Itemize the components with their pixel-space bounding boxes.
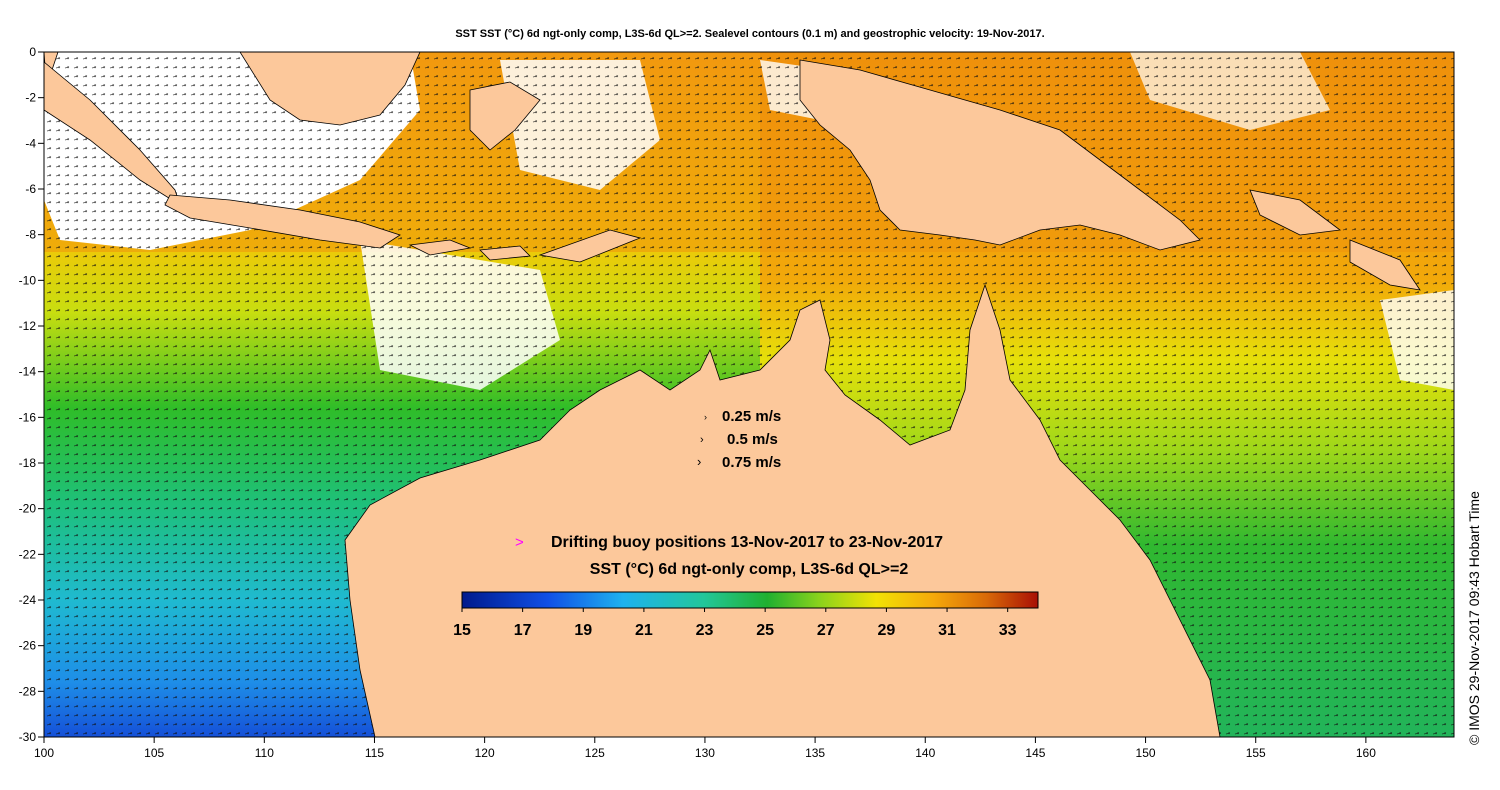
y-axis: 0 -2 -4 -6 -8 -10 -12 -14 -16 -18 -20 -22 -24 -26 -28 -… [19, 45, 44, 744]
colorbar-tick-label: 17 [514, 622, 532, 639]
y-tick-label: -10 [19, 273, 37, 287]
colorbar-tick-label: 29 [878, 622, 896, 639]
y-tick-label: -26 [19, 639, 37, 653]
y-tick-label: -24 [19, 593, 37, 607]
colorbar-tick-label: 21 [635, 622, 653, 639]
velocity-arrow-small-icon: › [704, 412, 707, 422]
y-tick-label: -30 [19, 730, 37, 744]
y-tick-label: -14 [19, 365, 37, 379]
y-tick-label: -22 [19, 547, 37, 561]
x-tick-label: 100 [34, 746, 54, 760]
y-tick-label: -12 [19, 319, 37, 333]
x-axis: 100 105 110 115 120 125 130 135 140 145 150 155 160 [34, 737, 1376, 760]
y-tick-label: -8 [25, 228, 36, 242]
colorbar-ticks: 15 17 19 21 23 25 27 29 31 33 [453, 608, 1017, 639]
velocity-label-075: 0.75 m/s [722, 454, 781, 471]
x-tick-label: 145 [1025, 746, 1045, 760]
colorbar-tick-label: 27 [817, 622, 835, 639]
plot-frame [43, 51, 1455, 738]
x-tick-label: 135 [805, 746, 825, 760]
colorbar-tick-label: 31 [938, 622, 956, 639]
x-tick-label: 125 [585, 746, 605, 760]
y-tick-label: -2 [25, 91, 36, 105]
colorbar-tick-label: 19 [574, 622, 592, 639]
y-tick-label: -4 [25, 136, 36, 150]
x-tick-label: 160 [1356, 746, 1376, 760]
ocean-field [44, 52, 1454, 737]
velocity-arrow-large-icon: › [697, 454, 701, 469]
buoy-symbol-icon: > [515, 534, 524, 551]
y-tick-label: 0 [29, 45, 36, 59]
x-tick-label: 130 [695, 746, 715, 760]
colorbar-tick-label: 15 [453, 622, 471, 639]
x-tick-label: 115 [365, 746, 384, 760]
colorbar-tick-label: 33 [999, 622, 1017, 639]
velocity-legend: › 0.25 m/s › 0.5 m/s › 0.75 m/s [697, 408, 781, 471]
y-tick-label: -18 [19, 456, 37, 470]
y-tick-label: -20 [19, 502, 37, 516]
x-tick-label: 110 [255, 746, 274, 760]
x-tick-label: 155 [1246, 746, 1266, 760]
x-tick-label: 105 [144, 746, 164, 760]
colorbar-tick-label: 23 [696, 622, 714, 639]
colorbar [461, 591, 1039, 609]
x-tick-label: 140 [915, 746, 935, 760]
velocity-label-025: 0.25 m/s [722, 408, 781, 425]
colorbar-title: SST (°C) 6d ngt-only comp, L3S-6d QL>=2 [590, 561, 909, 578]
velocity-label-05: 0.5 m/s [727, 431, 778, 448]
map-title: SST SST (°C) 6d ngt-only comp, L3S-6d QL… [455, 28, 1045, 40]
velocity-arrow-medium-icon: › [700, 434, 704, 446]
y-tick-label: -6 [25, 182, 36, 196]
x-tick-label: 150 [1136, 746, 1156, 760]
y-tick-label: -16 [19, 410, 37, 424]
colorbar-tick-label: 25 [756, 622, 774, 639]
copyright-notice: © IMOS 29-Nov-2017 09:43 Hobart Time [1466, 491, 1482, 745]
buoy-legend-text: Drifting buoy positions 13-Nov-2017 to 2… [551, 534, 943, 551]
x-tick-label: 120 [475, 746, 495, 760]
y-tick-label: -28 [19, 684, 37, 698]
land-masses [44, 52, 1421, 737]
